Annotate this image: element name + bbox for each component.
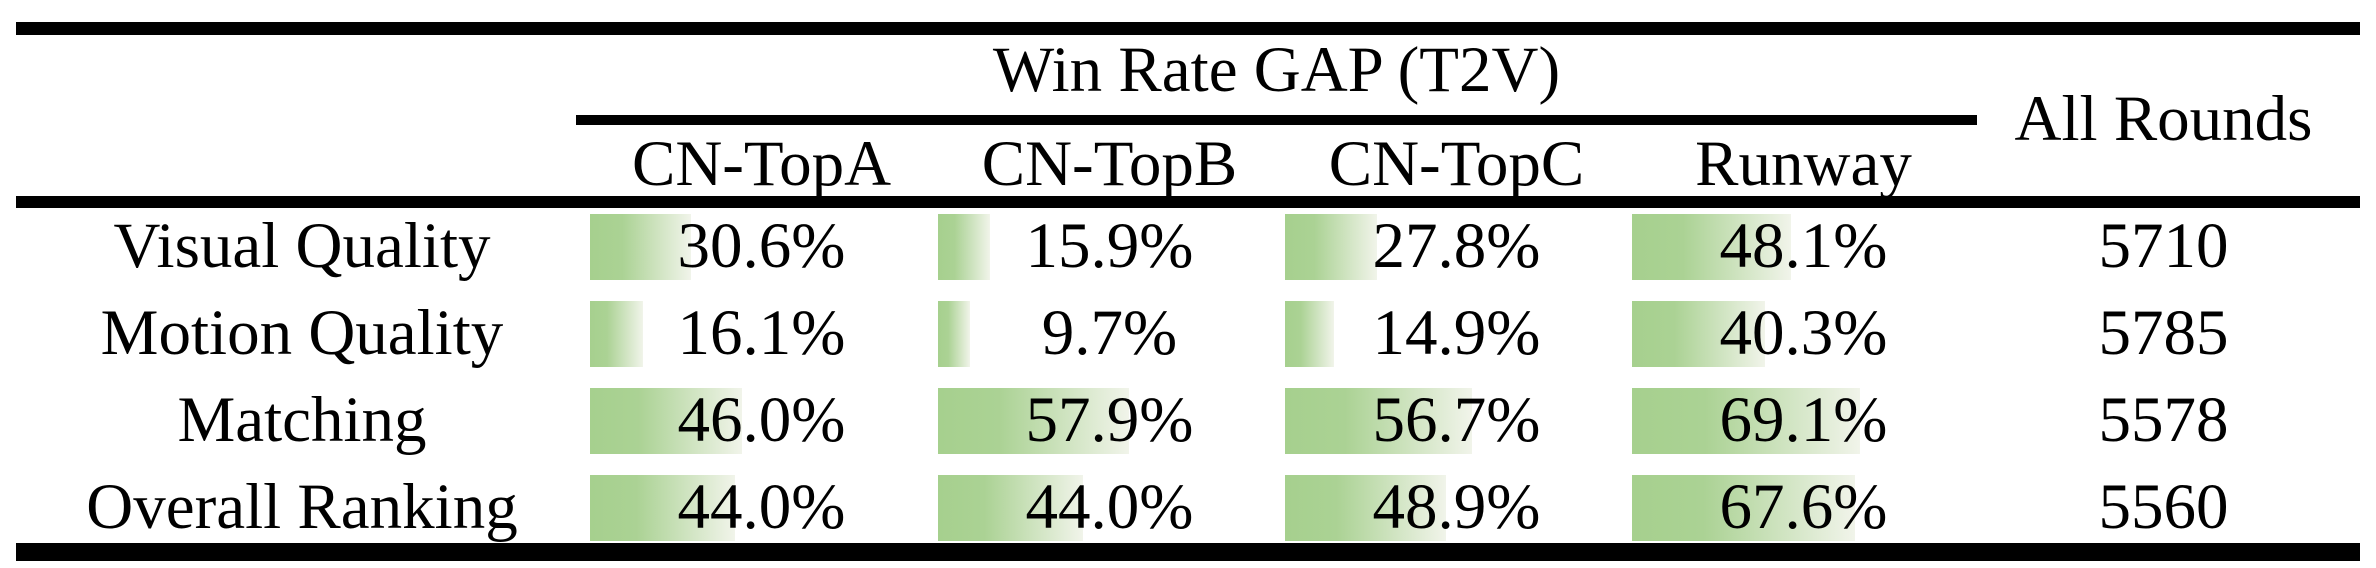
win-rate-bar <box>1285 474 1446 541</box>
all-rounds-value: 5578 <box>2098 384 2229 456</box>
win-rate-value: 40.3% <box>1719 297 1888 369</box>
win-rate-value: 9.7% <box>1041 297 1178 369</box>
win-rate-value: 57.9% <box>1025 384 1194 456</box>
win-rate-cell-cn-topc: 27.8% <box>1283 203 1630 290</box>
all-rounds-value: 5560 <box>2098 471 2229 543</box>
win-rate-bar <box>590 474 735 541</box>
row-label: Motion Quality <box>100 297 504 369</box>
win-rate-value: 48.9% <box>1372 471 1541 543</box>
win-rate-cell-runway: 69.1% <box>1630 377 1977 464</box>
win-rate-bar <box>938 300 970 367</box>
win-rate-cell-cn-topb: 44.0% <box>936 464 1283 551</box>
win-rate-cell-runway: 67.6% <box>1630 464 1977 551</box>
win-rate-value: 48.1% <box>1719 210 1888 282</box>
win-rate-value: 46.0% <box>677 384 846 456</box>
table-row-visual-quality: Visual Quality 30.6% 15.9% 27.8% 48.1% 5710 <box>0 203 2376 290</box>
all-rounds-value: 5785 <box>2098 297 2229 369</box>
win-rate-cell-cn-topb: 9.7% <box>936 290 1283 377</box>
win-rate-cell-cn-topa: 44.0% <box>588 464 935 551</box>
row-label: Visual Quality <box>113 210 491 282</box>
win-rate-value: 44.0% <box>677 471 846 543</box>
row-label: Overall Ranking <box>86 471 518 543</box>
win-rate-bar <box>1285 300 1334 367</box>
win-rate-bar <box>938 387 1129 454</box>
win-rate-cell-cn-topc: 48.9% <box>1283 464 1630 551</box>
header-separator-rule <box>16 196 2360 208</box>
win-rate-bar <box>938 213 990 280</box>
win-rate-value: 56.7% <box>1372 384 1541 456</box>
win-rate-cell-cn-topa: 46.0% <box>588 377 935 464</box>
column-header-cn-topb: CN-TopB <box>981 127 1238 200</box>
bottom-rule <box>16 543 2360 561</box>
win-rate-cell-cn-topc: 56.7% <box>1283 377 1630 464</box>
win-rate-value: 30.6% <box>677 210 846 282</box>
win-rate-bar <box>590 387 742 454</box>
win-rate-cell-cn-topc: 14.9% <box>1283 290 1630 377</box>
win-rate-value: 14.9% <box>1372 297 1541 369</box>
win-rate-value: 15.9% <box>1025 210 1194 282</box>
win-rate-bar <box>590 213 691 280</box>
row-label: Matching <box>177 384 427 456</box>
win-rate-value: 16.1% <box>677 297 846 369</box>
win-rate-bar <box>938 474 1083 541</box>
win-rate-cell-runway: 40.3% <box>1630 290 1977 377</box>
win-rate-bar <box>1632 387 1860 454</box>
table-row-matching: Matching 46.0% 57.9% 56.7% 69.1% 5578 <box>0 377 2376 464</box>
win-rate-bar <box>1632 474 1855 541</box>
win-rate-cell-runway: 48.1% <box>1630 203 1977 290</box>
column-header-cn-topa: CN-TopA <box>631 127 892 200</box>
win-rate-cell-cn-topa: 30.6% <box>588 203 935 290</box>
column-header-cn-topc: CN-TopC <box>1328 127 1585 200</box>
win-rate-value: 27.8% <box>1372 210 1541 282</box>
group-header-underline <box>576 115 1977 125</box>
column-header-runway: Runway <box>1695 127 1912 200</box>
table-row-motion-quality: Motion Quality 16.1% 9.7% 14.9% 40.3% 5785 <box>0 290 2376 377</box>
win-rate-bar <box>590 300 643 367</box>
table-row-overall-ranking: Overall Ranking 44.0% 44.0% 48.9% 67.6% 5560 <box>0 464 2376 551</box>
win-rate-cell-cn-topb: 15.9% <box>936 203 1283 290</box>
top-rule <box>16 22 2360 35</box>
win-rate-bar <box>1632 300 1765 367</box>
win-rate-bar <box>1632 213 1791 280</box>
win-rate-value: 69.1% <box>1719 384 1888 456</box>
win-rate-cell-cn-topb: 57.9% <box>936 377 1283 464</box>
win-rate-value: 67.6% <box>1719 471 1888 543</box>
all-rounds-value: 5710 <box>2098 210 2229 282</box>
win-rate-cell-cn-topa: 16.1% <box>588 290 935 377</box>
all-rounds-header: All Rounds <box>2014 83 2313 155</box>
win-rate-bar <box>1285 213 1377 280</box>
win-rate-bar <box>1285 387 1472 454</box>
win-rate-value: 44.0% <box>1025 471 1194 543</box>
group-header: Win Rate GAP (T2V) <box>992 33 1561 106</box>
